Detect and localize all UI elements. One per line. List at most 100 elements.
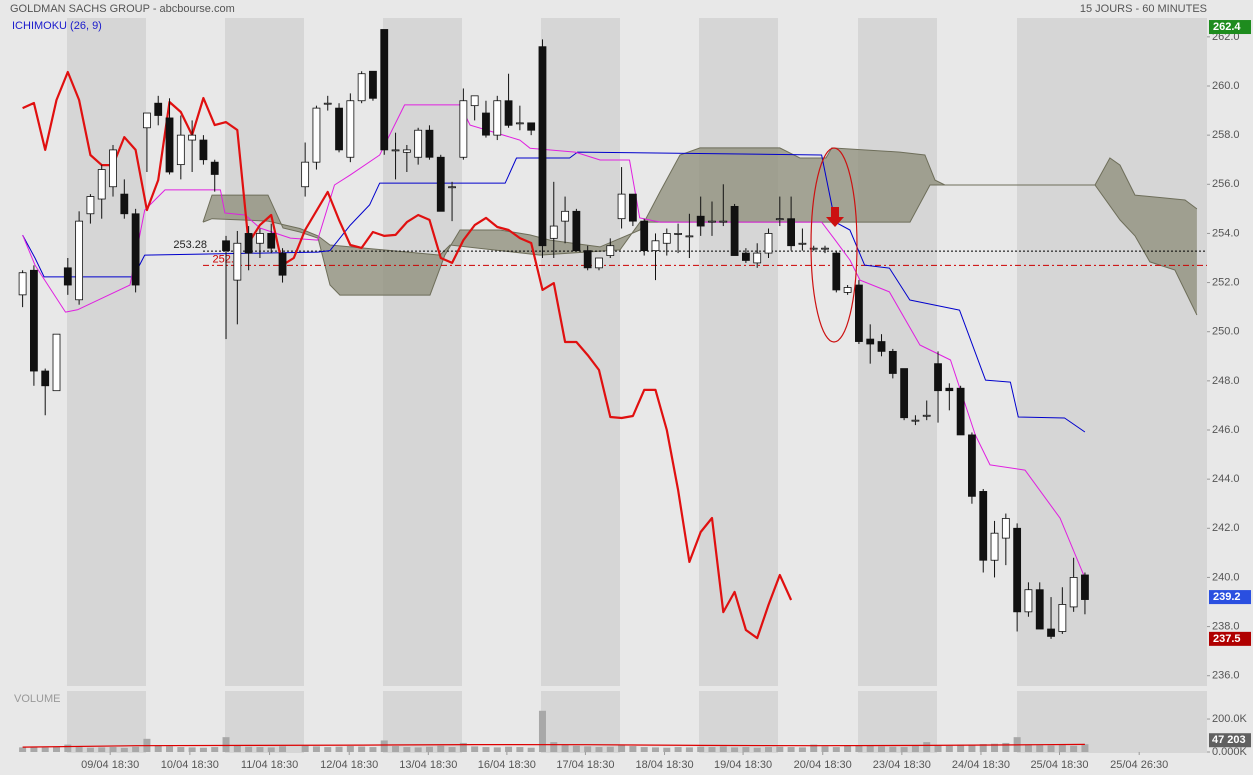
x-tick-label: 11/04 18:30 (241, 759, 298, 771)
volume-bar (584, 746, 592, 752)
candle-body (52, 333, 61, 392)
day-band (67, 691, 146, 753)
candle-body (414, 129, 423, 158)
volume-bar (53, 746, 61, 752)
volume-bar (120, 747, 128, 752)
price-tag (1209, 20, 1251, 35)
candle-body (1013, 527, 1022, 613)
y-tick-label: 242.0 (1212, 522, 1240, 534)
day-band (67, 18, 146, 686)
cloud-span (202, 147, 1198, 296)
volume-bar (482, 747, 490, 752)
volume-bar (900, 747, 908, 752)
day-bands (67, 18, 1207, 753)
candle-body (267, 233, 276, 249)
volume-bar (166, 746, 174, 752)
candle-body (244, 233, 253, 254)
candle-body (640, 220, 649, 252)
volume-bar (222, 737, 230, 752)
candle-body (233, 242, 242, 281)
volume-bar (211, 747, 219, 752)
candle-body (369, 70, 377, 99)
volume-bar (1058, 744, 1066, 752)
volume-bar (979, 744, 987, 752)
candle-body (1081, 574, 1089, 600)
price-tag (1209, 590, 1251, 605)
candle-body (515, 122, 524, 125)
volume-bar (516, 747, 524, 752)
x-tick-label: 13/04 18:30 (399, 759, 457, 771)
candle-body (606, 245, 615, 256)
candle-body (312, 107, 321, 163)
cloud-span (202, 184, 1198, 316)
candle-body (63, 267, 72, 286)
day-band (858, 18, 937, 686)
volume-bar (30, 747, 38, 752)
volume-bar (392, 746, 400, 752)
x-tick-label: 17/04 18:30 (556, 759, 614, 771)
candle-body (922, 414, 931, 417)
volume-bar (471, 746, 479, 752)
y-tick-label: 254.0 (1212, 227, 1240, 239)
price-tag-label: 262.4 (1213, 21, 1241, 33)
price-tag (1209, 631, 1251, 646)
chart-title: GOLDMAN SACHS GROUP - abcbourse.com (10, 3, 235, 15)
candle-body (764, 233, 773, 254)
volume-bar (86, 747, 94, 752)
candle-body (753, 252, 762, 264)
y-tick-label: 238.0 (1212, 620, 1240, 632)
volume-bar (550, 742, 558, 752)
candle-body (990, 532, 999, 561)
volume-bar (380, 740, 388, 752)
day-band (699, 691, 778, 753)
candle-body (1035, 589, 1044, 630)
volume-bar (335, 746, 343, 752)
candle-body (843, 287, 852, 293)
volume-bar (561, 744, 569, 752)
candle-body (979, 491, 988, 561)
volume-bar (132, 746, 140, 752)
volume-bar (414, 747, 422, 752)
volume-bar (98, 747, 106, 752)
candle-body (504, 100, 513, 126)
candle-body (888, 350, 897, 374)
candle-body (696, 215, 705, 227)
candle-body (821, 247, 829, 250)
candle-body (131, 213, 140, 286)
candle-body (75, 220, 84, 301)
volume-bar (459, 742, 467, 752)
volume-bar (358, 746, 366, 752)
volume-bar (798, 747, 806, 752)
volume-bar (1081, 744, 1089, 752)
indicator-line (22, 70, 793, 640)
cloud-fill (203, 147, 1197, 315)
candle-body (402, 149, 411, 153)
volume-bar (855, 745, 863, 752)
candle-body (538, 46, 547, 247)
volume-bar (527, 747, 535, 752)
candle-body (323, 102, 332, 105)
volume-bar (19, 747, 27, 752)
candle-body (855, 284, 863, 342)
x-tick-label: 19/04 18:30 (714, 759, 772, 771)
candle-body (18, 272, 27, 296)
candle-body (199, 139, 208, 161)
volume-bar (1024, 744, 1032, 752)
candle-body (1047, 628, 1055, 637)
period: 15 JOURS - 60 MINUTES (1080, 3, 1207, 15)
candle-body (527, 122, 536, 131)
candle-body (448, 186, 456, 189)
volume-bar (312, 746, 320, 752)
volume-bar (538, 710, 546, 752)
x-tick-label: 16/04 18:30 (478, 759, 536, 771)
volume-bar (844, 746, 852, 752)
y-tick-label: 248.0 (1212, 375, 1240, 387)
candle-body (1001, 518, 1010, 539)
candle-body (436, 156, 445, 212)
volume-bar (1047, 745, 1055, 752)
volume-bar (505, 746, 513, 752)
volume-bar (832, 747, 840, 752)
day-band (1017, 691, 1207, 753)
candle-body (741, 252, 750, 261)
